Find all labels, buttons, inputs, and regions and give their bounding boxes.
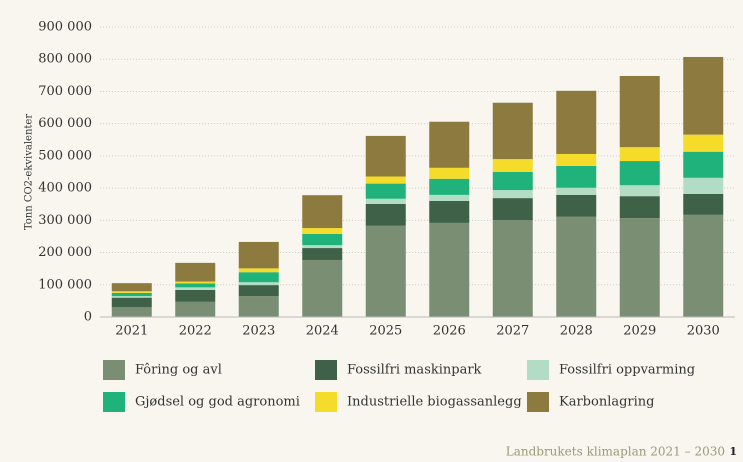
y-tick-label: 800 000 [38,52,92,67]
bar-segment [238,296,279,317]
bar-segment [619,218,660,317]
legend-swatch [527,360,549,380]
x-tick-label: 2025 [369,324,402,339]
bar-segment [619,147,660,162]
y-tick-label: 400 000 [38,181,92,196]
y-tick-label: 500 000 [38,148,92,163]
bar-segment [429,194,470,201]
bar-segment [302,248,343,260]
bar-segment [683,177,724,194]
bar-segment [365,135,406,177]
legend-label: Fossilfri oppvarming [559,363,695,378]
bar-segment [365,176,406,184]
bar-segment [492,159,533,172]
bar-segment [556,153,597,166]
x-tick-label: 2026 [433,324,466,339]
bar-segment [175,262,216,282]
y-tick-label: 100 000 [38,277,92,292]
bar-segment [175,287,216,290]
legend-label: Industrielle biogassanlegg [347,395,522,410]
x-tick-label: 2027 [496,324,529,339]
legend-swatch [103,360,125,380]
bar-segment [302,259,343,317]
legend-label: Gjødsel og god agronomi [135,395,300,410]
legend-swatch [315,360,337,380]
footer-text: Landbrukets klimaplan 2021 – 2030 [506,445,725,459]
y-tick-label: 900 000 [38,20,92,35]
bar-segment [175,281,216,284]
bar-segment [683,214,724,317]
bar-segment [429,167,470,179]
bar-segment [429,178,470,195]
bar-segment [492,102,533,160]
bar-segment [556,90,597,154]
bar-segment [238,272,279,283]
bar-segment [175,301,216,317]
bar-segment [302,233,343,246]
x-tick-label: 2028 [560,324,593,339]
bar-segment [365,198,406,204]
y-axis-label: Tonn CO2-ekvivalenter [24,114,35,230]
bar-segment [238,241,279,269]
y-tick-label: 700 000 [38,84,92,99]
bar-segment [111,291,152,293]
bar-segment [556,165,597,188]
bar-segment [429,121,470,168]
bar-segment [683,134,724,152]
x-tick-label: 2021 [115,324,148,339]
bar-segment [492,198,533,221]
bar-segment [111,297,152,308]
bar-segment [365,225,406,317]
bar-segment [492,190,533,199]
bar-segment [619,161,660,186]
y-tick-label: 0 [84,310,92,325]
bar-segment [365,183,406,199]
bar-segment [238,285,279,297]
bar-segment [683,193,724,215]
x-tick-label: 2030 [687,324,720,339]
bar-segment [683,56,724,135]
bar-segment [238,282,279,286]
bar-segment [619,196,660,219]
legend-label: Fossilfri maskinpark [347,363,482,378]
bar-segment [365,203,406,226]
legend-swatch [527,392,549,412]
bar-segment [619,185,660,197]
bar-segment [683,151,724,178]
bar-segment [429,201,470,223]
x-tick-label: 2023 [242,324,275,339]
y-tick-label: 200 000 [38,245,92,260]
x-tick-label: 2022 [179,324,212,339]
legend-label: Fôring og avl [135,363,222,378]
bar-segment [111,296,152,298]
y-tick-label: 600 000 [38,116,92,131]
x-tick-label: 2024 [306,324,339,339]
bar-segment [556,187,597,195]
page-number: 1 [729,445,737,458]
bar-segment [556,194,597,217]
y-tick-label: 300 000 [38,213,92,228]
bar-segment [111,307,152,317]
bar-segment [302,245,343,249]
legend-label: Karbonlagring [559,395,655,410]
bar-segment [492,172,533,191]
bar-segment [619,75,660,148]
bar-segment [429,222,470,317]
bar-segment [111,283,152,292]
bar-segment [556,216,597,317]
bar-segment [492,220,533,317]
bar-segment [238,268,279,273]
bar-segment [175,289,216,302]
legend-swatch [315,392,337,412]
x-tick-label: 2029 [623,324,656,339]
bar-segment [302,195,343,229]
legend-swatch [103,392,125,412]
bar-segment [111,292,152,297]
bar-segment [175,283,216,288]
bar-segment [302,228,343,234]
